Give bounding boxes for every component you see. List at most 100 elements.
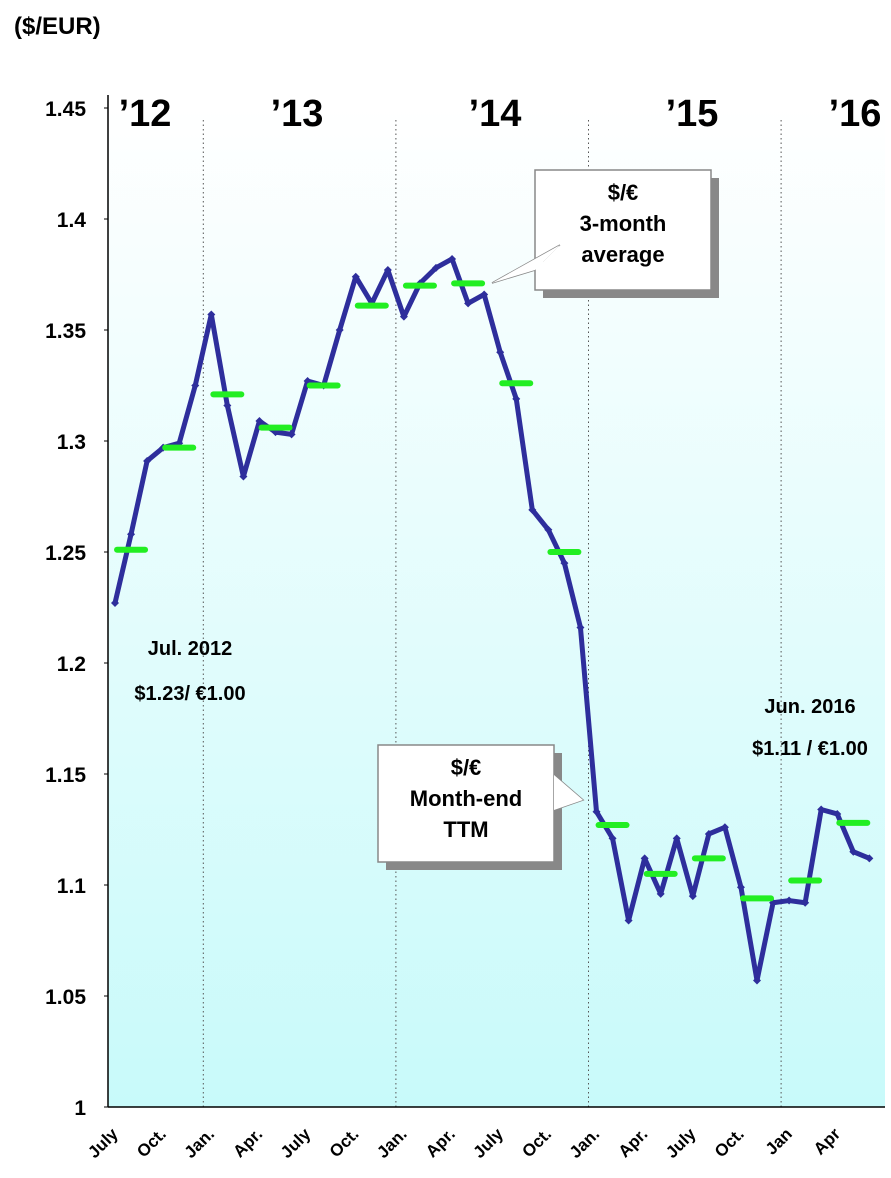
point-marker [576,623,585,632]
point-marker [608,834,617,843]
y-tick-label: 1.3 [57,431,86,454]
average-dash [114,546,149,553]
point-marker [544,525,553,534]
y-tick-label: 1.45 [45,98,86,121]
y-tick-label: 1 [74,1097,86,1120]
point-marker [640,854,649,863]
year-label: ’13 [271,93,324,135]
point-marker [528,505,537,514]
average-dash [788,877,823,884]
x-tick-label: Apr. [422,1124,459,1161]
point-marker [335,326,344,334]
average-dash [595,822,630,829]
point-marker [207,310,216,319]
x-tick-label: Oct. [518,1124,555,1161]
point-marker [143,456,152,465]
average-dash [306,382,341,389]
callout-join [492,245,560,283]
x-tick-label: Apr [810,1124,844,1158]
point-marker [111,599,119,608]
rate-line [112,256,871,983]
point-marker [817,805,826,814]
point-marker [448,254,457,263]
point-marker [383,266,392,275]
point-marker [801,898,810,907]
average-dash [258,424,293,431]
point-marker [560,559,569,568]
point-marker [255,417,264,426]
point-marker [753,976,761,985]
average-dash [691,855,726,862]
year-label: ’15 [666,93,719,135]
y-tick-label: 1.4 [57,209,87,232]
annotation: Jul. 2012 [148,638,233,660]
axis-label: ($/EUR) [14,13,101,40]
point-marker [480,290,489,299]
x-tick-label: July [277,1124,315,1162]
y-tick-label: 1.25 [45,542,86,565]
x-tick-label: Jan. [566,1124,603,1161]
legend-label: 3-month [580,211,667,236]
y-tick-label: 1.35 [45,320,86,343]
callout-join [554,775,583,810]
plot-area [108,108,885,1107]
point-marker [191,381,200,390]
x-tick-label: Apr. [229,1124,266,1161]
average-dash [499,380,534,387]
x-tick-label: Jan [762,1124,796,1158]
y-tick-label: 1.1 [57,875,87,898]
x-tick-label: Jan. [373,1124,410,1161]
point-marker [720,823,729,832]
point-marker [592,807,601,816]
x-tick-label: July [84,1124,122,1162]
point-marker [688,892,697,901]
x-tick-label: July [470,1124,508,1162]
point-marker [785,896,794,905]
average-dash [451,280,486,287]
x-tick-label: Jan. [181,1124,218,1161]
point-marker [287,430,296,439]
year-label: ’16 [829,93,882,135]
point-marker [656,889,665,898]
year-label: ’12 [119,93,172,135]
average-dash [836,819,871,826]
point-marker [865,854,874,863]
x-tick-label: July [662,1124,700,1162]
point-marker [496,348,505,357]
point-marker [849,847,858,856]
point-marker [464,299,473,308]
point-marker [833,809,842,818]
legend-label: $/€ [451,755,482,780]
point-marker [704,829,713,838]
legend-label: $/€ [608,180,639,205]
point-marker [223,401,232,410]
average-dash [643,870,678,877]
x-tick-label: Apr. [615,1124,652,1161]
y-tick-label: 1.2 [57,653,86,676]
average-dash [740,895,774,902]
point-marker [736,883,745,892]
legend-label: average [581,242,664,267]
average-dash [210,391,245,398]
point-marker [239,472,248,481]
legend-label: Month-end [410,786,522,811]
x-tick-label: Oct. [326,1124,363,1161]
point-marker [399,312,408,321]
point-marker [672,834,681,843]
point-marker [624,916,633,925]
legend-label: TTM [443,817,488,842]
point-marker [351,272,360,281]
y-tick-label: 1.15 [45,764,86,787]
year-label: ’14 [469,93,522,135]
annotation: $1.23/ €1.00 [134,683,245,705]
annotation: $1.11 / €1.00 [752,738,868,760]
x-tick-label: Oct. [133,1124,170,1161]
average-dash [402,282,437,289]
average-dash [162,444,197,451]
point-marker [127,530,136,539]
y-tick-label: 1.05 [45,986,86,1009]
point-marker [512,394,521,403]
x-tick-label: Oct. [711,1124,748,1161]
